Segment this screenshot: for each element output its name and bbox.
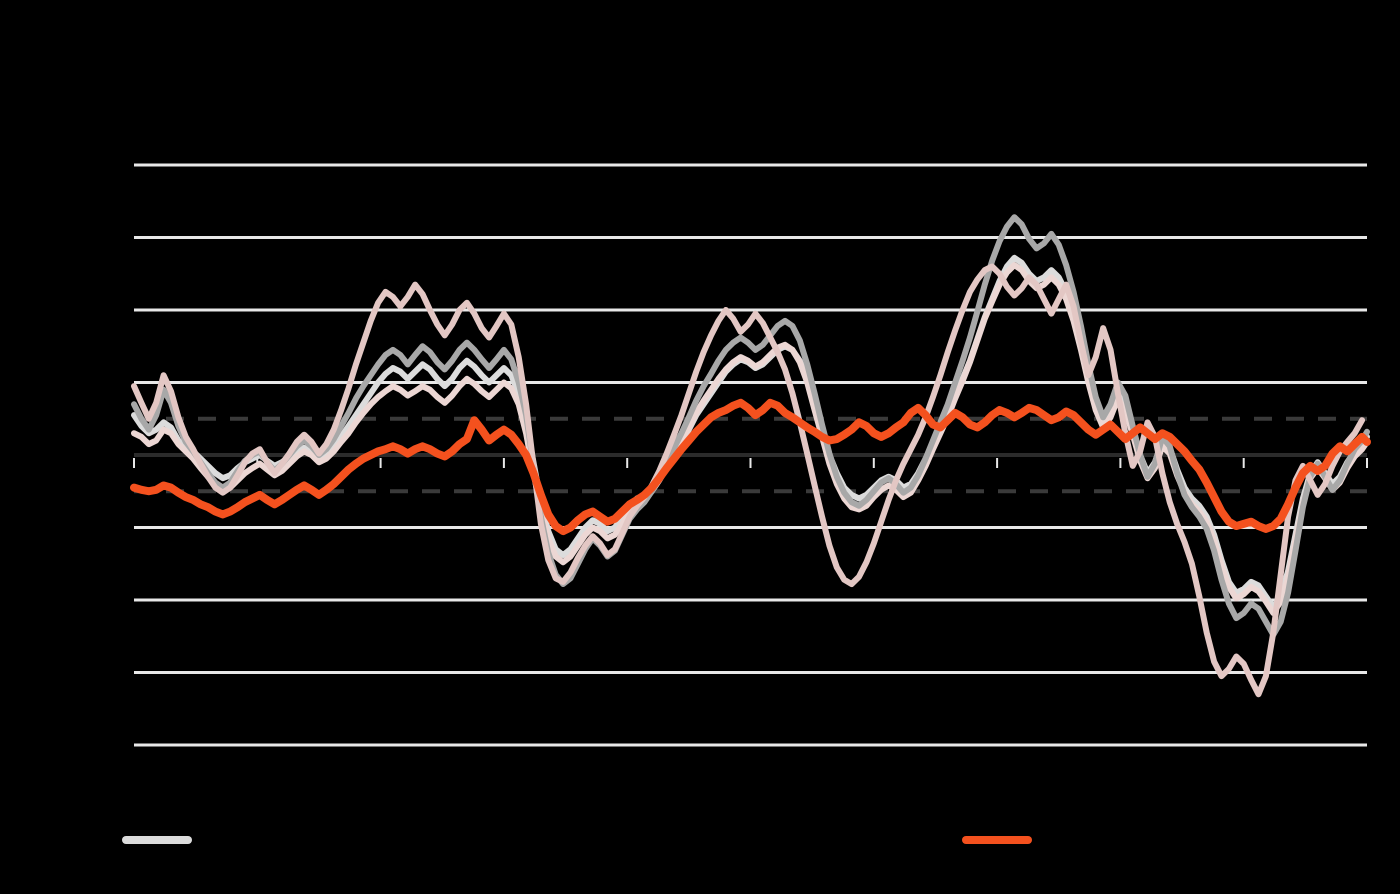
legend-swatch-highlight[interactable] [962, 836, 1032, 844]
series-line-highlight-orange [130, 398, 1371, 536]
series-line-peer-pale-pink [131, 262, 1370, 617]
legend-swatch-peers[interactable] [122, 836, 192, 844]
series-line-peer-medium-gray [131, 214, 1370, 638]
gridlines [134, 163, 1367, 747]
series-line-peer-rose [131, 263, 1366, 698]
series-lines [130, 214, 1371, 698]
